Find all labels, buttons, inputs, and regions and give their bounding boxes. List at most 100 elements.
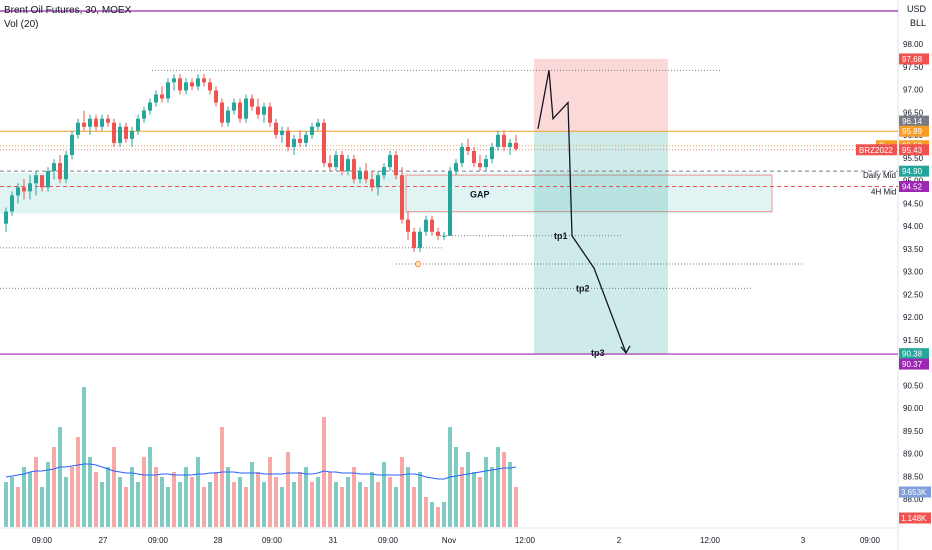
daily-mid-annotation: Daily Mid [863,171,896,180]
candle-body [346,159,350,172]
volume-bar [310,482,314,527]
volume-bar [28,472,32,527]
price-label-box [899,181,929,193]
candle-body [124,126,128,139]
price-tick-label: 94.50 [903,199,924,208]
candle-body [202,78,206,83]
currency-label[interactable]: USD [906,4,926,14]
volume-bar [358,482,362,527]
price-tick-label: 90.50 [903,381,924,390]
candle-body [382,167,386,176]
time-tick-label: 3 [801,536,806,545]
price-label-box [899,144,929,156]
candle-body [208,82,212,91]
time-tick-label: 09:00 [860,536,881,545]
candle-body [28,183,32,192]
volume-bar [430,502,434,527]
volume-bar [508,462,512,527]
volume-bar [64,477,68,527]
volume-bar [100,482,104,527]
candle-body [136,118,140,131]
price-label-box [899,53,929,65]
volume-bar [274,477,278,527]
volume-bar [316,477,320,527]
volume-bar [130,467,134,527]
volume-bar [118,477,122,527]
candle-body [442,235,446,237]
volume-bar [58,427,62,527]
symbol-title[interactable]: Brent Oil Futures, 30, MOEX [4,5,132,16]
price-tag-text: BRZ2022 [859,146,893,155]
candle-body [64,155,68,180]
candle-body [340,155,344,172]
volume-bar [82,387,86,527]
candle-body [370,179,374,188]
candle-body [490,146,494,160]
price-tick-label: 93.50 [903,245,924,254]
candle-body [352,159,356,180]
time-tick-label: 09:00 [262,536,283,545]
volume-bar [214,472,218,527]
candle-body [34,175,38,184]
volume-bar [466,452,470,527]
volume-bar [424,497,428,527]
candle-body [190,82,194,87]
candle-body [484,159,488,168]
candle-body [286,130,290,147]
candle-body [280,130,284,135]
time-tick-label: 12:00 [700,536,721,545]
price-label-text: 96.14 [902,117,923,126]
candle-body [394,155,398,176]
price-tick-label: 88.50 [903,472,924,481]
price-tick-label: 92.50 [903,290,924,299]
gap-annotation: GAP [470,189,490,199]
price-label-text: 95.89 [902,127,923,136]
candle-body [472,150,476,164]
volume-label-text: 1.148K [901,514,927,523]
candle-body [142,110,146,119]
volume-bar [172,472,176,527]
tp1-annotation: tp1 [554,231,568,241]
low-marker-icon [414,260,422,268]
time-tick-label: 2 [617,536,622,545]
volume-bar [406,467,410,527]
candle-body [502,134,506,147]
volume-indicator-label[interactable]: Vol (20) [4,19,39,30]
volume-bar [154,467,158,527]
volume-bar [202,487,206,527]
volume-bar [490,467,494,527]
volume-bar [238,477,242,527]
price-tick-label: 89.00 [903,450,924,459]
candle-body [184,82,188,91]
candle-body [100,118,104,127]
candle-body [304,134,308,143]
candle-body [322,122,326,164]
volume-bar [70,467,74,527]
volume-bar [46,462,50,527]
candle-body [310,126,314,135]
candle-body [10,195,14,212]
volume-bar [244,487,248,527]
candle-body [160,94,164,99]
volume-bar [334,482,338,527]
volume-bar [190,477,194,527]
candle-body [334,155,338,168]
candle-body [292,138,296,147]
unit-label: BLL [909,18,926,28]
price-tick-label: 93.00 [903,268,924,277]
candle-body [130,130,134,139]
price-tick-label: 90.00 [903,404,924,413]
projection-arrowhead [620,345,631,354]
volume-bar [166,487,170,527]
candle-body [148,102,152,111]
candle-body [58,163,62,180]
time-tick-label: 09:00 [378,536,399,545]
volume-bar [292,482,296,527]
volume-bar [34,457,38,527]
candle-body [118,126,122,143]
time-tick-label: Nov [442,536,456,545]
candle-body [220,102,224,123]
candle-body [256,106,260,115]
volume-bar [322,417,326,527]
